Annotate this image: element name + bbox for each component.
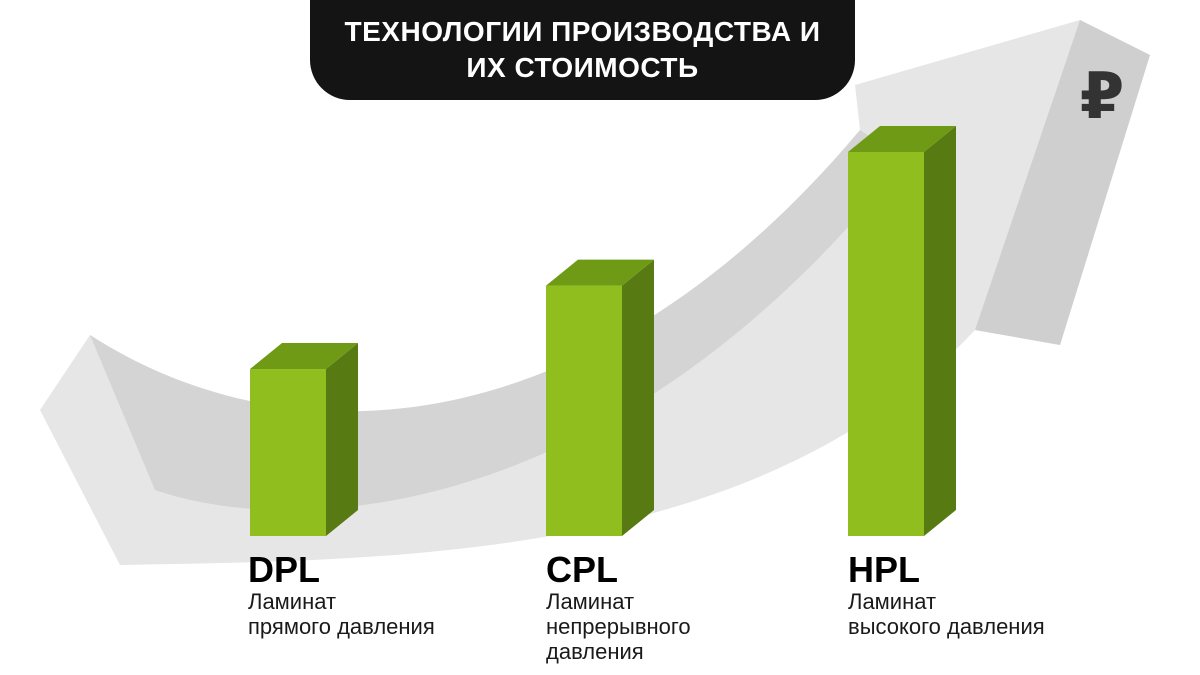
desc-line: Ламинат [546,589,635,614]
category-desc-hpl: Ламинат высокого давления [848,589,1045,639]
category-desc-dpl: Ламинат прямого давления [248,589,435,639]
desc-line: Ламинат [248,589,337,614]
bar-front-hpl [848,152,924,536]
bar-top-cpl [546,259,654,286]
bar-side-hpl [924,126,956,536]
category-label-cpl: CPL [546,549,618,590]
bar-top-hpl [848,126,956,152]
title-banner: ТЕХНОЛОГИИ ПРОИЗВОДСТВА И ИХ СТОИМОСТЬ [310,0,855,100]
desc-line: высокого давления [848,614,1045,639]
bar-dpl [250,343,358,536]
category-desc-cpl: Ламинат непрерывного давления [546,589,691,664]
desc-line: давления [546,639,644,664]
desc-line: непрерывного [546,614,691,639]
category-label-dpl: DPL [248,549,320,590]
ruble-icon: ₽ [1080,60,1125,134]
bar-front-cpl [546,285,622,536]
title-line-2: ИХ СТОИМОСТЬ [466,52,699,83]
bar-front-dpl [250,369,326,536]
bar-side-dpl [326,343,358,536]
bar-top-dpl [250,343,358,370]
bar-cpl [546,259,654,536]
desc-line: Ламинат [848,589,937,614]
arrow-head-shade [975,20,1150,345]
bars-group [250,126,956,536]
title-line-1: ТЕХНОЛОГИИ ПРОИЗВОДСТВА И [344,16,821,47]
bar-side-cpl [622,259,654,536]
desc-line: прямого давления [248,614,435,639]
category-label-hpl: HPL [848,549,920,590]
bar-hpl [848,126,956,536]
